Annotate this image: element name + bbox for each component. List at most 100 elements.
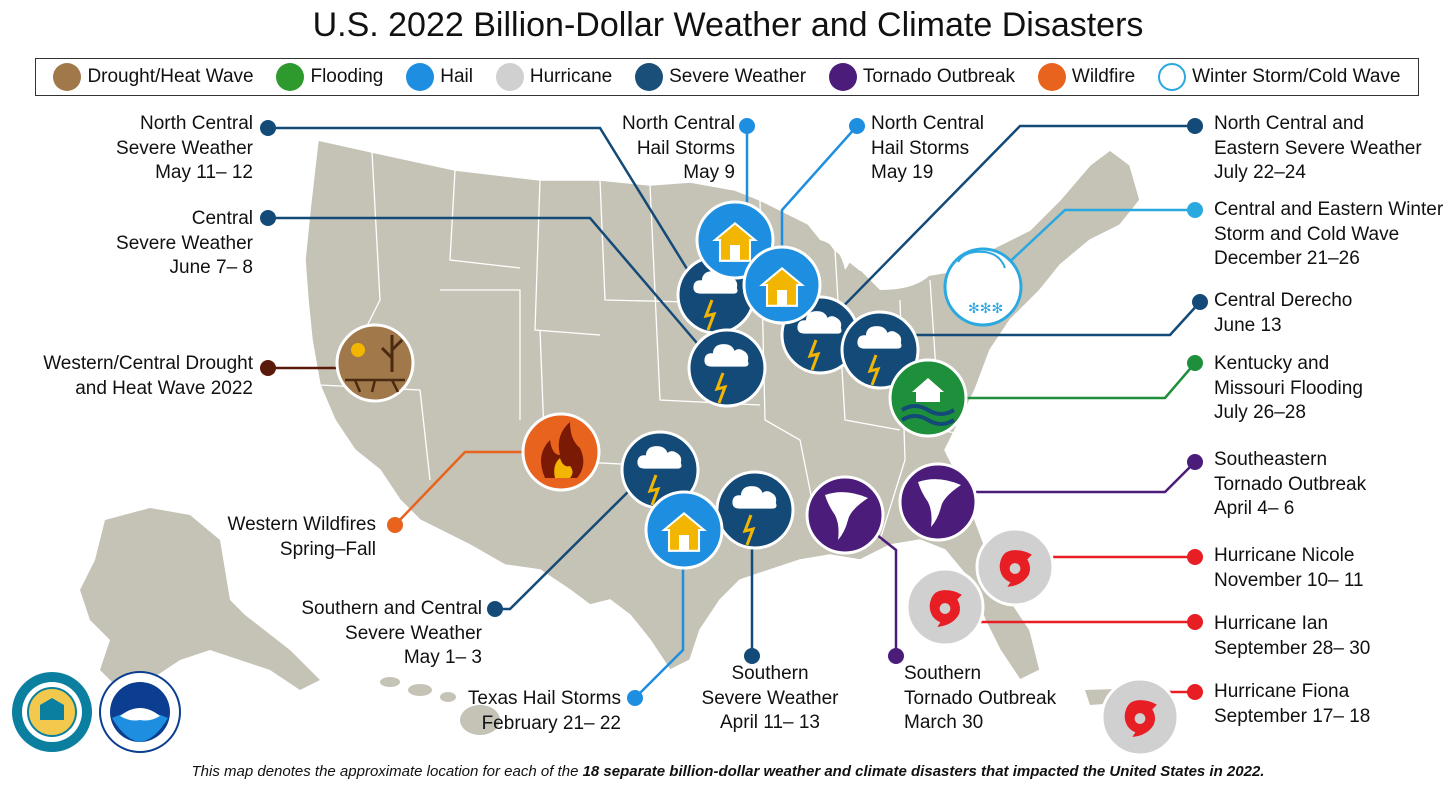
label-line: Severe Weather <box>116 232 253 254</box>
event-label-nicole: Hurricane Nicole November 10– 11 <box>1214 544 1364 593</box>
label-line: June 13 <box>1214 314 1282 336</box>
hail-icon <box>742 245 822 325</box>
footnote-prefix: This map denotes the approximate locatio… <box>191 763 583 780</box>
label-line: North Central <box>871 113 984 134</box>
footnote: This map denotes the approximate locatio… <box>0 763 1456 780</box>
label-line: Tornado Outbreak <box>904 687 1057 709</box>
legend-label: Drought/Heat Wave <box>87 66 254 87</box>
event-label-nc-hail-may9: North Central Hail Storms May 9 <box>622 112 735 186</box>
great-lakes <box>800 212 854 270</box>
label-line: May 9 <box>683 162 735 183</box>
label-line: Severe Weather <box>701 687 839 709</box>
legend-label: Hurricane <box>529 66 613 87</box>
event-label-western-drought: Western/Central Drought and Heat Wave 20… <box>43 352 253 401</box>
label-line: July 22–24 <box>1214 162 1306 183</box>
severe-weather-icon <box>687 328 767 408</box>
label-line: Hurricane Nicole <box>1214 545 1355 566</box>
svg-text:✻✻✻: ✻✻✻ <box>968 301 1003 317</box>
label-line: and Heat Wave 2022 <box>75 377 253 399</box>
label-line: North Central <box>140 113 253 134</box>
hurricane-icon <box>905 567 985 647</box>
legend-label: Severe Weather <box>669 66 807 87</box>
label-line: Central and Eastern Winter <box>1214 199 1444 220</box>
wildfire-icon <box>1037 63 1066 91</box>
legend-label: Winter Storm/Cold Wave <box>1192 66 1401 87</box>
legend-item-tornado: Tornado Outbreak <box>828 63 1015 91</box>
label-line: Western/Central Drought <box>43 353 253 374</box>
label-line: Southeastern <box>1214 449 1328 470</box>
label-line: North Central and <box>1214 113 1364 134</box>
event-label-nce-severe-july: North Central and Eastern Severe Weather… <box>1214 112 1422 186</box>
event-label-western-wildfires: Western Wildfires Spring–Fall <box>227 513 376 562</box>
label-line: Southern and Central <box>301 598 482 619</box>
legend-item-drought: Drought/Heat Wave <box>53 63 254 91</box>
label-line: Missouri Flooding <box>1214 377 1363 399</box>
legend: Drought/Heat Wave Flooding Hail Hurrican… <box>35 58 1419 96</box>
severe-weather-icon <box>715 470 795 550</box>
label-line: Hail Storms <box>871 137 970 159</box>
connector-dots <box>260 118 1208 706</box>
label-line: Central <box>191 208 253 229</box>
label-line: Texas Hail Storms <box>467 688 621 709</box>
page-title: U.S. 2022 Billion-Dollar Weather and Cli… <box>312 6 1144 44</box>
label-line: Kentucky and <box>1214 353 1330 374</box>
hail-icon <box>644 490 724 570</box>
commerce-seal-logo <box>12 672 92 752</box>
tornado-icon <box>828 63 857 91</box>
label-line: September 28– 30 <box>1214 637 1371 659</box>
legend-label: Flooding <box>310 66 384 87</box>
legend-label: Wildfire <box>1071 66 1136 87</box>
severe-weather-icon <box>635 63 664 91</box>
label-line: Southern <box>731 663 809 684</box>
label-line: December 21–26 <box>1214 248 1360 269</box>
event-label-ky-mo-flood: Kentucky and Missouri Flooding July 26–2… <box>1214 352 1363 426</box>
hurricane-icon <box>495 63 524 91</box>
event-label-central-severe-june: Central Severe Weather June 7– 8 <box>116 207 253 281</box>
flood-icon <box>276 63 305 91</box>
hail-icon <box>406 63 435 91</box>
drought-icon <box>335 323 415 403</box>
label-line: July 26–28 <box>1214 402 1306 423</box>
label-line: Severe Weather <box>116 137 253 159</box>
great-lakes <box>860 268 930 290</box>
event-label-fiona: Hurricane Fiona September 17– 18 <box>1214 680 1370 729</box>
label-line: Hurricane Fiona <box>1214 681 1350 702</box>
label-line: Spring–Fall <box>279 538 376 560</box>
label-line: Hurricane Ian <box>1214 613 1329 634</box>
event-label-ian: Hurricane Ian September 28– 30 <box>1214 612 1370 661</box>
legend-label: Hail <box>440 66 473 87</box>
label-line: May 19 <box>871 162 934 183</box>
legend-item-severe-weather: Severe Weather <box>635 63 806 91</box>
label-line: March 30 <box>904 712 984 733</box>
label-line: June 7– 8 <box>169 257 253 278</box>
event-label-se-tornado: Southeastern Tornado Outbreak April 4– 6 <box>1214 448 1366 522</box>
legend-item-hail: Hail <box>406 63 473 91</box>
label-line: September 17– 18 <box>1214 705 1371 727</box>
tornado-icon <box>805 475 885 555</box>
winter-storm-icon <box>1158 63 1187 91</box>
label-line: April 11– 13 <box>720 712 820 733</box>
noaa-logo <box>99 671 181 753</box>
severe-weather-icon <box>840 310 920 390</box>
label-line: February 21– 22 <box>481 712 621 734</box>
label-line: Central Derecho <box>1214 290 1353 311</box>
winter-storm-icon: ✻✻✻ <box>943 247 1023 327</box>
event-label-texas-hail: Texas Hail Storms February 21– 22 <box>468 687 621 736</box>
legend-item-flooding: Flooding <box>276 63 383 91</box>
legend-item-wildfire: Wildfire <box>1037 63 1136 91</box>
footnote-bold: 18 separate billion-dollar weather and c… <box>582 763 1265 780</box>
tornado-icon <box>898 462 978 542</box>
wildfire-icon <box>521 412 601 492</box>
legend-item-winter-storm: Winter Storm/Cold Wave <box>1158 63 1400 91</box>
event-label-ce-winter: Central and Eastern Winter Storm and Col… <box>1214 198 1443 272</box>
label-line: Hail Storms <box>636 137 735 159</box>
event-label-southern-central-severe: Southern and Central Severe Weather May … <box>301 597 482 671</box>
event-label-nc-hail-may19: North Central Hail Storms May 19 <box>871 112 984 186</box>
label-line: Eastern Severe Weather <box>1214 137 1422 159</box>
event-label-southern-severe: Southern Severe Weather April 11– 13 <box>700 662 840 736</box>
flood-icon <box>888 358 968 438</box>
event-label-nc-severe-may: North Central Severe Weather May 11– 12 <box>116 112 253 186</box>
drought-icon <box>53 63 82 91</box>
label-line: Western Wildfires <box>227 514 376 535</box>
